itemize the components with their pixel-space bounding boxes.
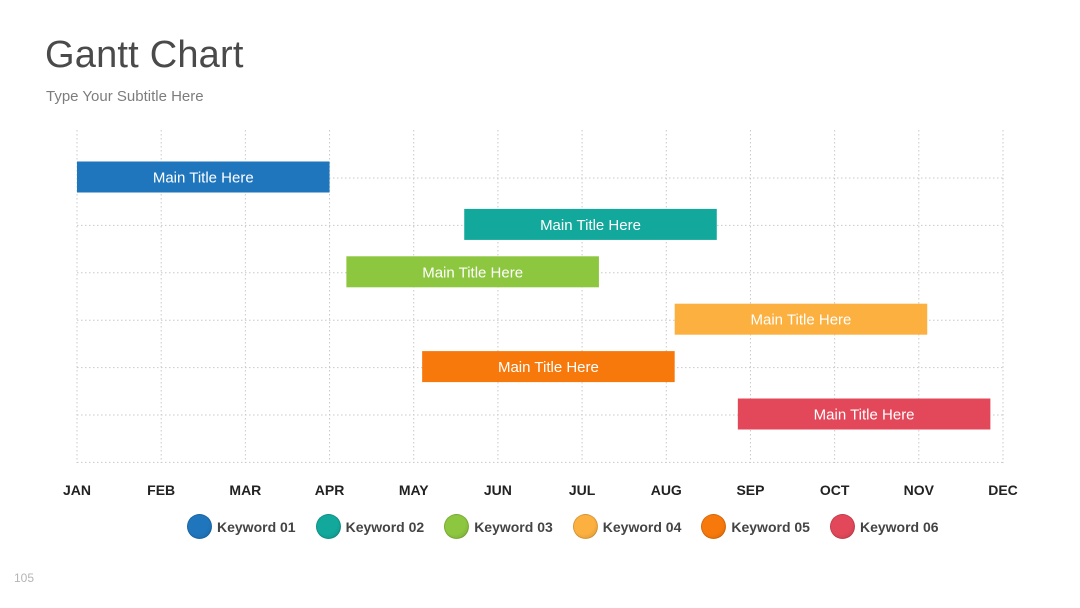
x-tick-label: OCT bbox=[820, 482, 850, 498]
legend-item: Keyword 06 bbox=[829, 514, 939, 539]
gantt-bar-label: Main Title Here bbox=[751, 312, 852, 329]
legend-swatch bbox=[829, 514, 855, 539]
gantt-bar bbox=[422, 351, 675, 383]
gantt-bar-label: Main Title Here bbox=[814, 407, 915, 424]
chart-legend: Keyword 01 Keyword 02 Keyword 03 Keyword 04… bbox=[187, 514, 959, 539]
legend-swatch bbox=[701, 514, 727, 539]
legend-swatch bbox=[572, 514, 598, 539]
gantt-bar-label: Main Title Here bbox=[540, 217, 641, 234]
page-title: Gantt Chart bbox=[45, 34, 244, 76]
gantt-bar bbox=[737, 398, 991, 430]
page-number: 105 bbox=[14, 571, 35, 585]
x-tick-label: MAY bbox=[399, 482, 429, 498]
legend-label: Keyword 05 bbox=[731, 518, 810, 535]
legend-item: Keyword 02 bbox=[315, 514, 425, 539]
gantt-bar-label: Main Title Here bbox=[498, 359, 599, 376]
legend-item: Keyword 04 bbox=[572, 514, 682, 539]
legend-item: Keyword 03 bbox=[444, 514, 553, 539]
x-tick-label: DEC bbox=[988, 482, 1018, 498]
legend-swatch bbox=[187, 514, 212, 539]
legend-label: Keyword 06 bbox=[859, 518, 939, 535]
gantt-bar-label: Main Title Here bbox=[153, 170, 254, 187]
gantt-bar bbox=[464, 208, 717, 240]
legend-swatch bbox=[444, 514, 470, 539]
x-tick-label: AUG bbox=[651, 482, 682, 498]
gantt-bar bbox=[346, 256, 599, 288]
legend-swatch bbox=[315, 514, 341, 539]
gantt-bar-label: Main Title Here bbox=[422, 264, 523, 281]
x-tick-label: JUL bbox=[569, 482, 596, 498]
gantt-bar bbox=[77, 161, 330, 193]
x-tick-label: APR bbox=[315, 482, 345, 498]
page-subtitle: Type Your Subtitle Here bbox=[46, 88, 204, 105]
x-tick-label: JUN bbox=[484, 482, 512, 498]
legend-item: Keyword 01 bbox=[187, 514, 296, 539]
legend-label: Keyword 01 bbox=[217, 518, 296, 535]
x-tick-label: JAN bbox=[63, 482, 91, 498]
legend-item: Keyword 05 bbox=[701, 514, 810, 539]
x-tick-label: SEP bbox=[736, 482, 764, 498]
legend-label: Keyword 02 bbox=[345, 518, 425, 535]
gantt-bar bbox=[674, 303, 928, 335]
x-tick-label: MAR bbox=[229, 482, 261, 498]
x-tick-label: FEB bbox=[147, 482, 175, 498]
x-tick-label: NOV bbox=[904, 482, 935, 498]
legend-label: Keyword 04 bbox=[602, 518, 682, 535]
legend-label: Keyword 03 bbox=[474, 518, 553, 535]
